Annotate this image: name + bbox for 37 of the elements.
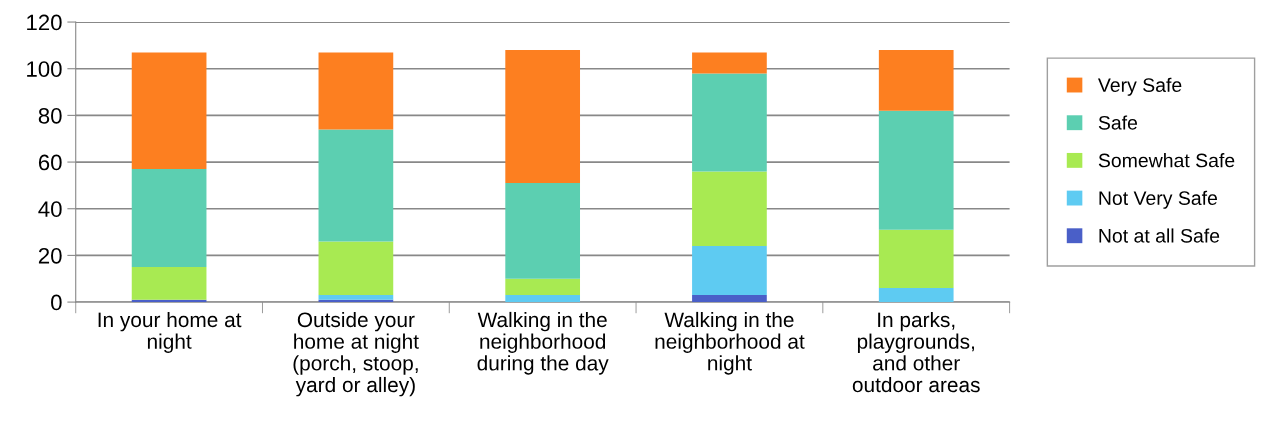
bar (878, 110, 954, 230)
bar (692, 52, 767, 74)
y-tick-label: 80 (38, 107, 62, 124)
bar (318, 52, 394, 130)
bar (878, 229, 954, 289)
bar (131, 169, 207, 268)
y-tick-label: 120 (27, 14, 62, 31)
y-tick-label: 60 (38, 154, 62, 171)
y-tick-label: 0 (51, 294, 62, 311)
x-tick-label: In parks, playgrounds, and other outdoor areas (852, 311, 980, 393)
y-tick-label: 100 (27, 61, 62, 77)
x-tick-label: Walking in the neighborhood during the day (477, 311, 609, 375)
bar (878, 50, 954, 111)
legend-label: Somewhat Safe (1098, 153, 1235, 168)
bar (318, 241, 394, 296)
legend-label: Very Safe (1097, 77, 1182, 96)
y-tick-label: 20 (38, 247, 62, 264)
bar (692, 246, 767, 296)
x-tick-label: Walking in the neighborhood at night (655, 311, 805, 375)
bar (692, 171, 767, 247)
bar (878, 288, 954, 303)
bar (318, 129, 394, 242)
bar (131, 52, 207, 170)
bar (505, 278, 581, 296)
bar (131, 267, 207, 300)
bar (692, 73, 767, 172)
bar (692, 295, 767, 303)
legend-label: Not at all Safe (1099, 228, 1220, 243)
x-tick-label: In your home at night (98, 311, 242, 353)
legend-label: Safe (1098, 115, 1138, 130)
bar (505, 295, 581, 303)
bar (318, 295, 394, 300)
legend-label: Not Very Safe (1099, 190, 1217, 209)
bar (505, 183, 581, 279)
bar (505, 50, 581, 184)
y-tick-label: 40 (38, 201, 62, 218)
x-tick-label: Outside your home at night (porch, stoop, yard or alley) (293, 311, 419, 397)
